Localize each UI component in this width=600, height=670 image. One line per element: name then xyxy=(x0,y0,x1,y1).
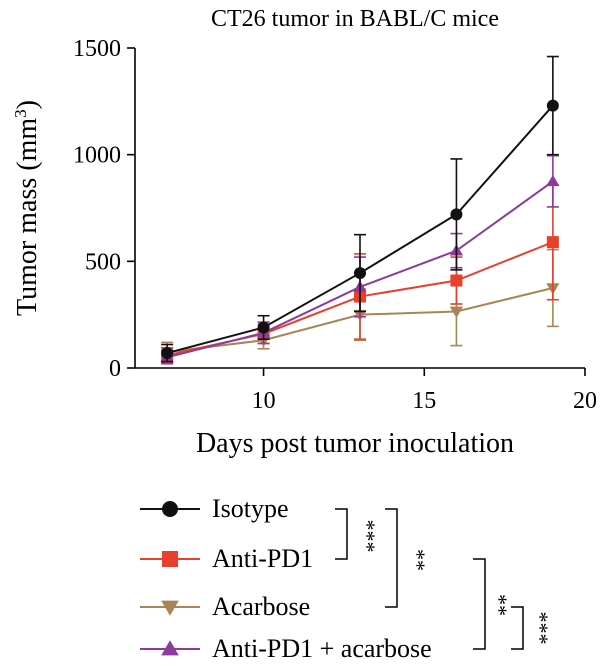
data-point xyxy=(450,208,463,221)
series-isotype xyxy=(161,55,559,363)
data-point xyxy=(161,347,174,360)
chart-title: CT26 tumor in BABL/C mice xyxy=(211,6,499,32)
bracket-line xyxy=(385,508,398,608)
data-point xyxy=(450,274,463,287)
y-tick-label: 1500 xyxy=(73,36,121,62)
x-tick-label: 15 xyxy=(412,388,436,414)
y-tick-label: 1000 xyxy=(73,143,121,169)
significance-label: ** xyxy=(487,594,512,616)
bracket-line xyxy=(473,558,486,650)
significance-bracket: ** xyxy=(473,558,512,650)
bracket-line xyxy=(335,508,348,560)
data-point xyxy=(546,236,559,249)
legend-item: Anti-PD1 xyxy=(140,544,313,573)
y-tick-label: 500 xyxy=(85,249,121,275)
legend-marker xyxy=(161,600,179,616)
x-axis-label: Days post tumor inoculation xyxy=(196,428,514,459)
y-axis-label-superscript: 3 xyxy=(11,109,30,118)
data-point xyxy=(354,267,366,280)
y-axis-label-end: ) xyxy=(12,100,43,109)
significance-label: ** xyxy=(405,549,430,571)
bracket-line xyxy=(511,606,524,650)
y-tick-label: 0 xyxy=(109,356,121,382)
significance-bracket: ** xyxy=(385,508,430,608)
significance-label: *** xyxy=(528,612,553,645)
legend-item: Isotype xyxy=(140,494,289,523)
legend-label: Anti-PD1 xyxy=(212,544,313,573)
legend-label: Anti-PD1 + acarbose xyxy=(212,634,432,663)
legend-item: Acarbose xyxy=(140,592,310,621)
data-point xyxy=(546,174,560,187)
x-tick-label: 10 xyxy=(252,388,276,414)
data-point xyxy=(257,321,270,334)
legend-marker xyxy=(162,501,178,517)
data-point xyxy=(546,99,559,112)
legend-label: Isotype xyxy=(212,494,289,523)
significance-label: *** xyxy=(355,520,380,553)
legend-label: Acarbose xyxy=(212,592,310,621)
data-point xyxy=(449,306,464,319)
x-tick-label: 20 xyxy=(573,388,597,414)
legend-item: Anti-PD1 + acarbose xyxy=(140,634,432,663)
significance-bracket: *** xyxy=(511,606,553,650)
significance-bracket: *** xyxy=(335,508,380,560)
legend-marker xyxy=(161,640,179,656)
legend-marker xyxy=(162,551,178,567)
y-axis-label: Tumor mass (mm3) xyxy=(11,100,43,316)
